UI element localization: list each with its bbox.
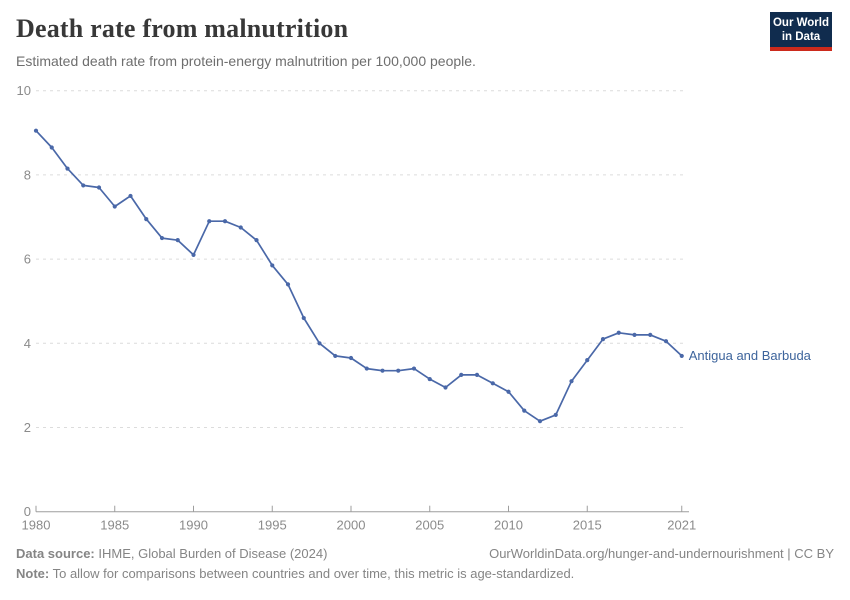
data-point-1988[interactable] [159, 235, 165, 241]
data-point-1980[interactable] [33, 128, 39, 133]
page-title: Death rate from malnutrition [16, 14, 349, 43]
chart-footer: Data source: IHME, Global Burden of Dise… [16, 546, 834, 581]
data-point-1982[interactable] [65, 166, 70, 171]
data-point-2002[interactable] [380, 368, 385, 373]
data-point-2020[interactable] [663, 339, 669, 344]
data-point-1984[interactable] [96, 185, 102, 190]
data-point-1997[interactable] [301, 315, 306, 321]
data-point-2012[interactable] [537, 419, 543, 424]
data-source-label: Data source: [16, 546, 95, 561]
data-point-2015[interactable] [585, 358, 590, 363]
series-label-antigua-and-barbuda[interactable]: Antigua and Barbuda [688, 347, 811, 363]
note-text: To allow for comparisons between countri… [49, 566, 575, 581]
data-point-2000[interactable] [348, 355, 354, 361]
data-point-1999[interactable] [333, 353, 338, 359]
data-point-2006[interactable] [443, 385, 448, 390]
owid-url-link[interactable]: OurWorldinData.org/hunger-and-undernouri… [489, 546, 834, 561]
x-tick-label-1980: 1980 [22, 518, 51, 533]
y-tick-label-10: 10 [17, 83, 31, 98]
data-point-1994[interactable] [254, 238, 259, 243]
data-point-1989[interactable] [175, 238, 180, 243]
note-label: Note: [16, 566, 50, 581]
data-point-1986[interactable] [128, 193, 133, 199]
data-point-2005[interactable] [427, 376, 432, 382]
owid-logo-line2: in Data [781, 30, 821, 43]
owid-logo[interactable]: Our World in Data [770, 12, 832, 51]
data-point-1992[interactable] [222, 219, 228, 224]
data-point-2019[interactable] [648, 332, 653, 337]
data-point-2007[interactable] [459, 372, 464, 377]
x-tick-label-1985: 1985 [100, 518, 129, 533]
data-point-1981[interactable] [49, 145, 54, 150]
x-tick-label-2005: 2005 [415, 518, 444, 533]
data-point-2013[interactable] [553, 412, 558, 417]
data-point-1990[interactable] [191, 252, 196, 257]
data-point-2017[interactable] [616, 330, 621, 335]
data-point-2011[interactable] [522, 408, 527, 413]
data-point-1993[interactable] [238, 225, 243, 230]
data-source-text: IHME, Global Burden of Disease (2024) [94, 546, 328, 561]
data-point-1983[interactable] [81, 183, 86, 188]
y-tick-label-0: 0 [24, 504, 31, 519]
data-source-line: Data source: IHME, Global Burden of Dise… [16, 546, 327, 561]
footer-note: Note: To allow for comparisons between c… [16, 566, 834, 581]
data-point-1985[interactable] [112, 204, 117, 209]
y-tick-label-2: 2 [24, 420, 31, 435]
owid-logo-line1: Our World [772, 17, 829, 29]
data-point-1996[interactable] [285, 282, 291, 287]
x-tick-label-1995: 1995 [258, 518, 287, 533]
x-tick-label-2010: 2010 [494, 518, 523, 533]
data-point-2010[interactable] [506, 389, 511, 394]
y-tick-label-8: 8 [24, 167, 31, 182]
data-point-1998[interactable] [317, 341, 322, 346]
x-tick-label-2021: 2021 [667, 518, 696, 533]
trend-line[interactable] [35, 129, 683, 423]
x-tick-label-2000: 2000 [337, 518, 366, 533]
data-point-2004[interactable] [411, 366, 417, 371]
data-point-2014[interactable] [569, 379, 574, 384]
data-point-2021[interactable] [679, 353, 684, 359]
y-tick-label-4: 4 [24, 336, 31, 351]
data-point-1987[interactable] [144, 217, 149, 222]
chart-subtitle: Estimated death rate from protein-energy… [16, 53, 476, 69]
x-tick-label-1990: 1990 [179, 518, 208, 533]
data-point-2016[interactable] [600, 336, 606, 342]
data-point-2018[interactable] [632, 332, 637, 337]
y-tick-label-6: 6 [24, 252, 31, 267]
data-point-2008[interactable] [474, 372, 480, 377]
data-point-2001[interactable] [364, 366, 369, 371]
x-tick-label-2015: 2015 [573, 518, 602, 533]
data-point-1995[interactable] [270, 263, 275, 268]
data-point-2009[interactable] [490, 381, 495, 386]
data-point-2003[interactable] [396, 368, 401, 373]
data-point-1991[interactable] [207, 219, 212, 224]
